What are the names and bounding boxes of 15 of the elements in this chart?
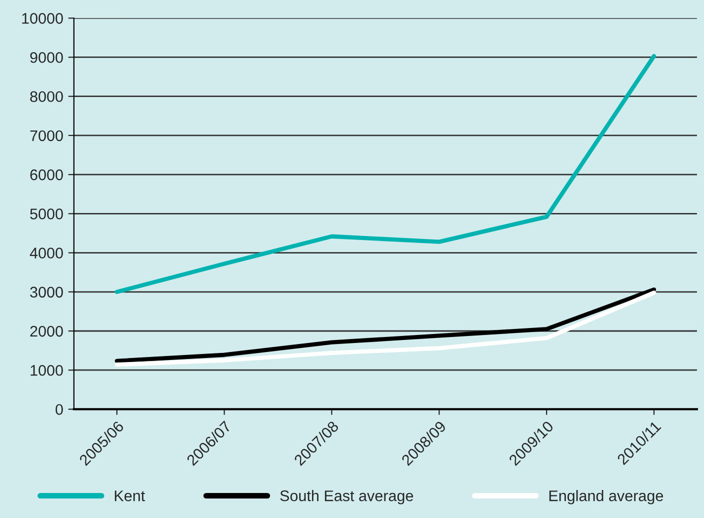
y-tick-label: 10000 [22,13,63,24]
legend-label: Kent [114,490,145,502]
legend-label: South East average [280,490,414,504]
y-tick-label: 2000 [30,326,63,337]
legend-label: England average [549,490,664,504]
y-tick-label: 0 [56,404,63,415]
y-tick-label: 3000 [30,286,63,298]
y-tick-label: 1000 [30,364,63,376]
y-tick-label: 5000 [30,208,63,220]
y-tick-label: 6000 [30,169,63,180]
line-series [114,54,656,294]
y-tick-label: 7000 [30,130,63,142]
y-tick-label: 8000 [30,91,63,102]
y-tick-label: 9000 [30,52,63,63]
y-tick-label: 4000 [30,248,63,258]
